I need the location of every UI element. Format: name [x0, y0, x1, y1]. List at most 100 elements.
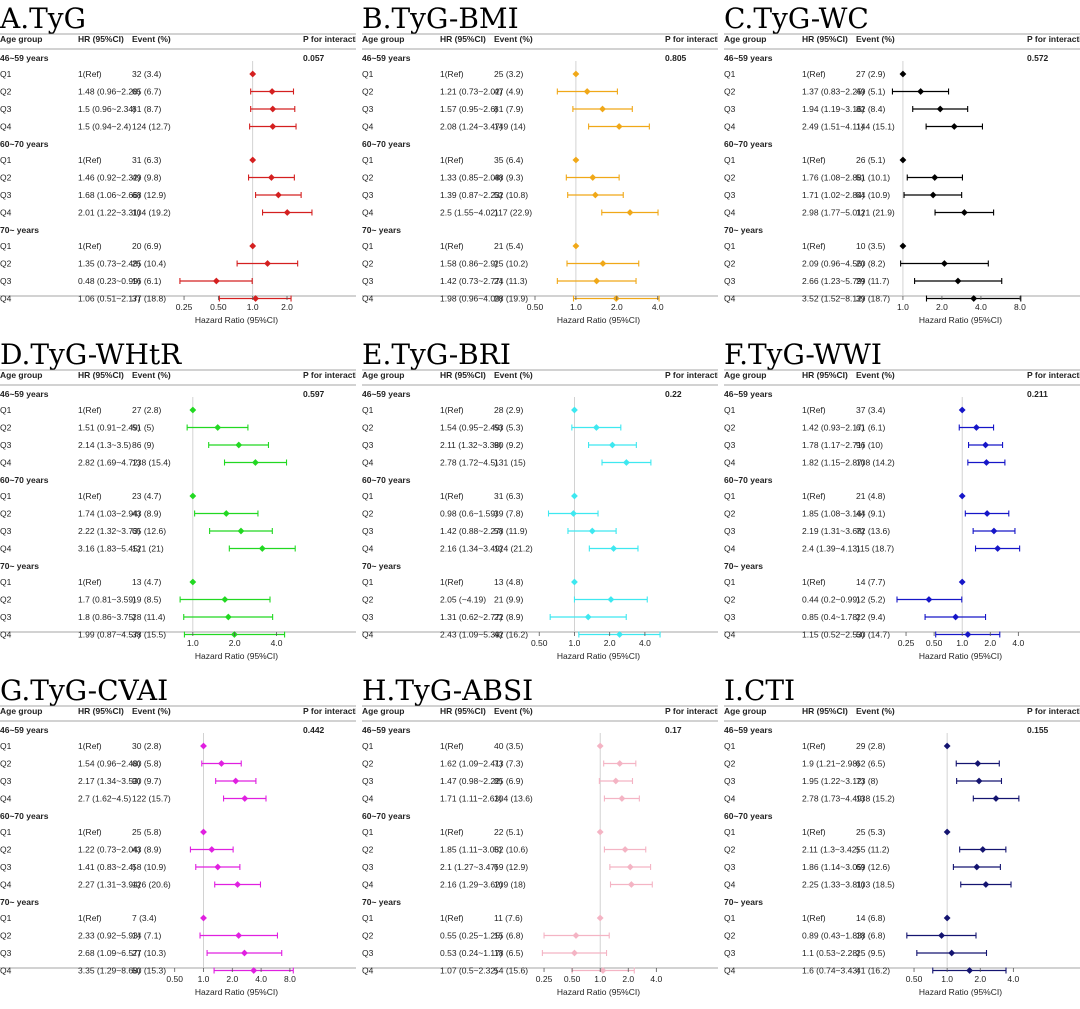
hr-ci-text: 1(Ref)	[440, 491, 464, 501]
quartile-label: Q1	[724, 491, 736, 501]
age-group-label: 60~70 years	[0, 811, 49, 821]
hr-point	[973, 863, 981, 871]
event-count: 73 (8)	[856, 776, 878, 786]
hr-point	[589, 174, 597, 181]
age-group-label: 46~59 years	[0, 389, 49, 399]
hr-point	[235, 932, 243, 939]
event-count: 11 (7.6)	[494, 913, 523, 923]
age-group-label: 46~59 years	[724, 53, 773, 63]
hr-ci-text: 1(Ref)	[440, 69, 464, 79]
hr-point	[221, 596, 229, 603]
x-tick-label: 4.0	[271, 638, 283, 648]
quartile-label: Q4	[0, 794, 12, 804]
hr-ci-text: 1(Ref)	[78, 491, 102, 501]
hr-point	[929, 191, 937, 199]
age-group-label: 70~ years	[0, 225, 39, 235]
quartile-label: Q2	[0, 423, 12, 433]
plot-title: A.TyG	[0, 2, 86, 35]
x-axis-label: Hazard Ratio (95%CI)	[919, 315, 1002, 325]
hr-ci-text: 1(Ref)	[440, 913, 464, 923]
event-count: 21 (9.9)	[494, 595, 523, 605]
age-group-label: 70~ years	[724, 897, 763, 907]
hr-ci-text: 0.53 (0.24~1.17)	[440, 948, 503, 958]
hr-point	[234, 881, 241, 888]
x-axis-label: Hazard Ratio (95%CI)	[557, 987, 640, 997]
header-p-interaction: P for interaction	[303, 34, 356, 44]
event-count: 43 (8.9)	[132, 509, 161, 519]
p-interaction-value: 0.211	[1027, 389, 1048, 399]
x-axis-label: Hazard Ratio (95%CI)	[195, 315, 278, 325]
quartile-label: Q2	[724, 259, 736, 269]
hr-ci-text: 1.78 (1.17~2.71)	[802, 440, 865, 450]
x-axis-label: Hazard Ratio (95%CI)	[919, 651, 1002, 661]
header-age-group: Age group	[0, 706, 43, 716]
event-count: 21 (5.4)	[494, 241, 523, 251]
quartile-label: Q4	[0, 122, 12, 132]
event-count: 117 (22.9)	[494, 208, 532, 218]
hr-point	[572, 70, 580, 78]
header-event: Event (%)	[856, 370, 895, 380]
hr-point	[607, 596, 615, 603]
quartile-label: Q3	[362, 526, 374, 536]
hr-ci-text: 0.98 (0.6~1.59)	[440, 509, 498, 519]
hr-ci-text: 1.33 (0.85~2.08)	[440, 173, 503, 183]
hr-ci-text: 3.16 (1.83~5.45)	[78, 544, 141, 554]
quartile-label: Q2	[362, 931, 374, 941]
hr-ci-text: 1.47 (0.98~2.22)	[440, 776, 503, 786]
quartile-label: Q4	[362, 544, 374, 554]
quartile-label: Q2	[362, 595, 374, 605]
quartile-label: Q4	[0, 966, 12, 976]
quartile-label: Q1	[362, 577, 374, 587]
hr-ci-text: 1.71 (1.11~2.63)	[440, 794, 502, 804]
hr-ci-text: 1.07 (0.5~2.32)	[440, 966, 498, 976]
hr-ci-text: 1.76 (1.08~2.88)	[802, 173, 865, 183]
age-group-label: 70~ years	[362, 225, 401, 235]
event-count: 81 (8.7)	[132, 104, 161, 114]
x-tick-label: 2.0	[281, 302, 293, 312]
x-tick-label: 2.0	[936, 302, 948, 312]
hr-ci-text: 2.98 (1.77~5.01)	[802, 208, 865, 218]
hr-ci-text: 1(Ref)	[78, 155, 102, 165]
x-tick-label: 8.0	[284, 974, 296, 984]
event-count: 121 (21)	[132, 544, 164, 554]
event-count: 149 (14)	[494, 122, 526, 132]
hr-point	[591, 191, 599, 199]
age-group-label: 60~70 years	[362, 475, 411, 485]
hr-point	[975, 777, 983, 785]
hr-point	[596, 914, 604, 922]
event-count: 144 (15.1)	[856, 122, 895, 132]
hr-point	[249, 156, 257, 164]
quartile-label: Q1	[724, 241, 736, 251]
hr-point	[621, 846, 629, 853]
hr-ci-text: 0.48 (0.23~0.99)	[78, 276, 141, 286]
quartile-label: Q4	[724, 880, 736, 890]
hr-ci-text: 2.5 (1.55~4.02)	[440, 208, 498, 218]
hr-point	[990, 527, 998, 535]
event-count: 25 (9.5)	[856, 948, 885, 958]
event-count: 96 (10)	[856, 440, 883, 450]
quartile-label: Q4	[724, 794, 736, 804]
event-count: 19 (8.5)	[132, 595, 161, 605]
x-tick-label: 1.0	[897, 302, 909, 312]
x-tick-label: 0.50	[906, 974, 923, 984]
x-tick-label: 0.50	[564, 974, 581, 984]
quartile-label: Q2	[0, 595, 12, 605]
hr-ci-text: 2.16 (1.34~3.49)	[440, 544, 503, 554]
event-count: 41 (16.2)	[856, 966, 890, 976]
hr-ci-text: 1.57 (0.95~2.6)	[440, 104, 498, 114]
quartile-label: Q3	[724, 526, 736, 536]
hr-ci-text: 2.16 (1.29~3.62)	[440, 880, 503, 890]
header-hr: HR (95%CI)	[440, 706, 486, 716]
hr-point	[283, 209, 291, 216]
event-count: 73 (7.3)	[494, 759, 523, 769]
hr-point	[222, 510, 230, 517]
hr-ci-text: 1.74 (1.03~2.94)	[78, 509, 141, 519]
quartile-label: Q1	[724, 405, 736, 415]
hr-ci-text: 1.68 (1.06~2.66)	[78, 190, 141, 200]
event-count: 124 (21.2)	[494, 544, 533, 554]
quartile-label: Q2	[362, 845, 374, 855]
hr-point	[214, 424, 222, 431]
